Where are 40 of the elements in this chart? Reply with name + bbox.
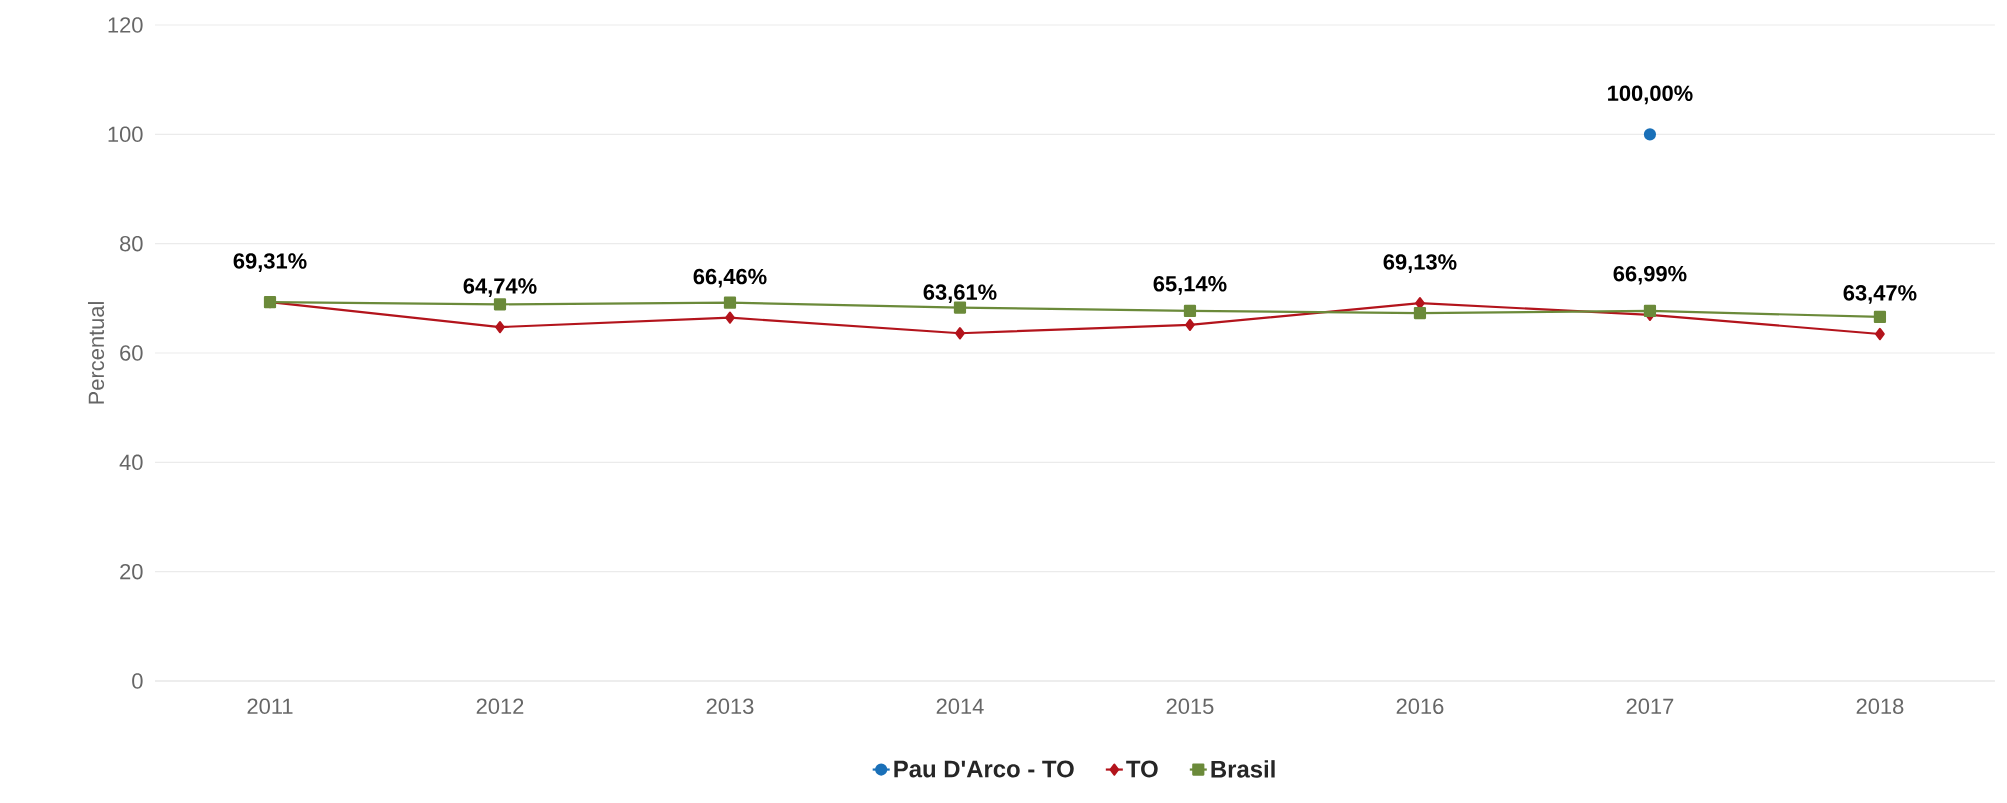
x-tick-label: 2012 (476, 698, 524, 715)
legend-label: Pau D'Arco - TO (894, 760, 1074, 778)
point (495, 320, 505, 334)
x-tick-label: 2017 (1626, 698, 1674, 715)
y-tick-label: 60 (120, 345, 143, 361)
x-tick-label: 2015 (1166, 698, 1214, 715)
point (1643, 128, 1657, 141)
x-tick-label: 2011 (247, 698, 293, 715)
y-tick-label: 40 (119, 454, 143, 471)
y-axis-title: Percentual (87, 302, 105, 404)
data-label: 66,99% (1613, 265, 1687, 285)
point (1185, 318, 1195, 331)
y-tick-label: 0 (132, 673, 143, 689)
point (1875, 327, 1885, 341)
point (493, 298, 507, 311)
data-label: 63,47% (1843, 285, 1917, 304)
legend-label: TO (1126, 760, 1158, 778)
point (725, 311, 735, 324)
y-tick-label: 100 (108, 126, 143, 143)
data-label: 63,61% (923, 284, 997, 304)
data-label: 69,31% (233, 253, 307, 272)
data-label: 69,13% (1383, 254, 1457, 273)
y-tick-label: 20 (120, 563, 143, 580)
point (1873, 310, 1887, 324)
x-tick-label: 2013 (706, 698, 754, 715)
data-label: 100,00% (1608, 85, 1693, 105)
y-tick-label: 120 (108, 17, 143, 33)
data-label: 64,74% (463, 278, 537, 297)
point (1183, 304, 1197, 317)
point (1413, 306, 1427, 320)
y-tick-label: 80 (120, 235, 143, 252)
x-tick-label: 2014 (936, 698, 984, 715)
point (1643, 304, 1657, 317)
data-label: 65,14% (1153, 275, 1227, 295)
point (955, 327, 965, 340)
data-label: 66,46% (693, 268, 767, 288)
legend-label: Brasil (1211, 760, 1275, 778)
x-tick-label: 2016 (1396, 698, 1444, 715)
point (723, 296, 737, 309)
x-tick-label: 2018 (1856, 698, 1904, 715)
